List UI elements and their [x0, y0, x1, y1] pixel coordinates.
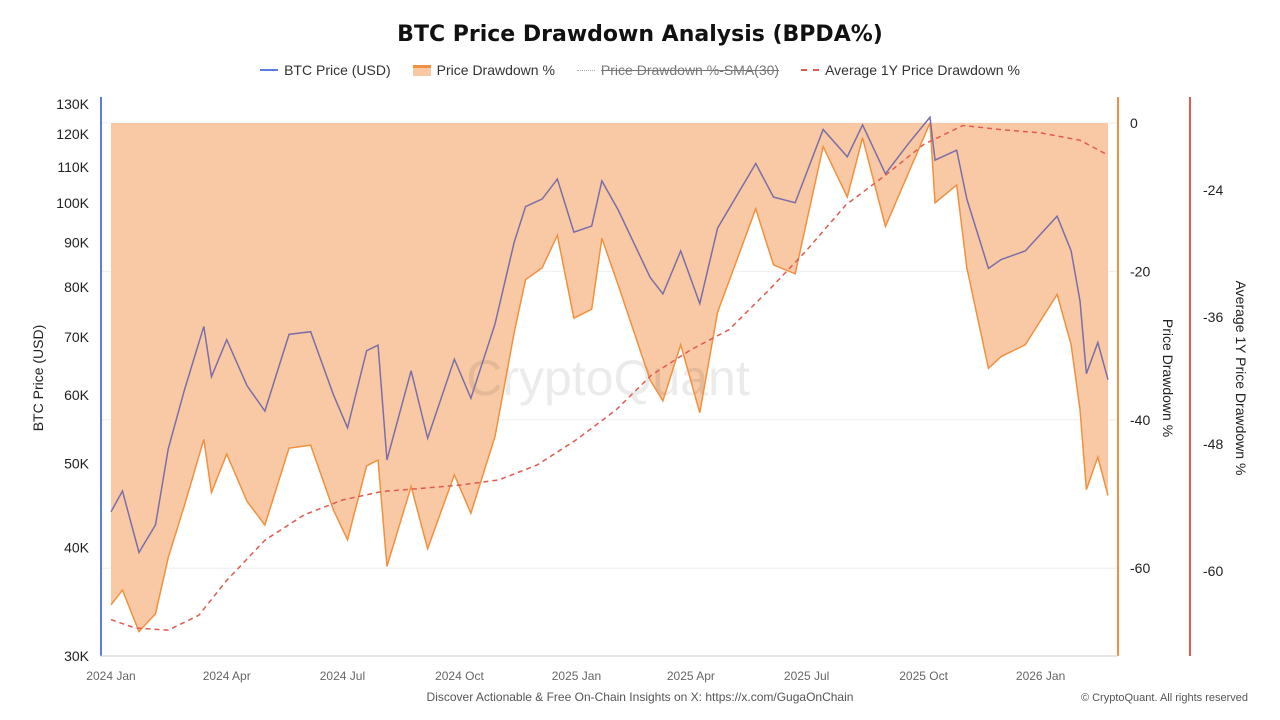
legend-label: Average 1Y Price Drawdown %	[825, 62, 1020, 78]
x-tick-label: 2025 Jan	[552, 669, 601, 683]
watermark: CryptoQuant	[466, 350, 750, 406]
y-right2-tick-label: -36	[1203, 309, 1223, 325]
chart-title: BTC Price Drawdown Analysis (BPDA%)	[397, 22, 883, 47]
y-left-tick-label: 30K	[64, 648, 90, 664]
y-right2-tick-label: -48	[1203, 436, 1223, 452]
y-right1-tick-label: -20	[1130, 263, 1150, 279]
drawdown-area	[111, 123, 1108, 632]
y-left-tick-label: 40K	[64, 540, 90, 556]
series-lines	[110, 115, 1109, 633]
x-tick-label: 2024 Jan	[86, 669, 135, 683]
grid	[100, 122, 1118, 569]
footer-link[interactable]: https://x.com/GugaOnChain	[705, 690, 854, 704]
legend-item-btc-price[interactable]: BTC Price (USD)	[260, 62, 391, 78]
y-left-tick-label: 80K	[64, 279, 90, 295]
footer: Discover Actionable & Free On-Chain Insi…	[0, 690, 1280, 704]
y-left-tick-label: 110K	[57, 159, 89, 175]
legend-label: Price Drawdown %-SMA(30)	[600, 62, 780, 78]
legend-item-drawdown-sma30[interactable]: Price Drawdown %-SMA(30)	[576, 62, 780, 78]
y-left-tick-label: 100K	[56, 195, 89, 211]
legend-label: Price Drawdown %	[436, 62, 555, 78]
legend-swatch-dotted	[576, 69, 595, 71]
legend-swatch-line	[260, 69, 279, 71]
y-right2-tick-label: -60	[1203, 563, 1223, 579]
y-right1-tick-label: 0	[1130, 115, 1138, 131]
copyright: © CryptoQuant. All rights reserved	[1080, 692, 1248, 704]
y-right1-tick-label: -60	[1130, 560, 1150, 576]
legend-item-avg-1y-drawdown[interactable]: Average 1Y Price Drawdown %	[801, 62, 1020, 78]
legend: BTC Price (USD) Price Drawdown % Price D…	[0, 62, 1280, 78]
x-tick-label: 2026 Jan	[1016, 669, 1065, 683]
y-left-tick-label: 120K	[56, 126, 89, 142]
x-tick-label: 2025 Apr	[667, 669, 715, 683]
y-left-tick-label: 50K	[64, 456, 90, 472]
legend-label: BTC Price (USD)	[284, 62, 391, 78]
x-tick-label: 2024 Jul	[320, 669, 365, 683]
drawdown-area-fill	[111, 123, 1108, 632]
y-right1-label: Price Drawdown %	[1160, 319, 1176, 437]
x-tick-label: 2025 Oct	[899, 669, 948, 683]
legend-item-price-drawdown[interactable]: Price Drawdown %	[412, 62, 555, 78]
y-left-tick-label: 90K	[64, 234, 90, 250]
y-right1-tick-label: -40	[1130, 412, 1150, 428]
footer-text: Discover Actionable & Free On-Chain Insi…	[426, 690, 706, 704]
drawdown-line	[110, 122, 1109, 633]
y-right2-label: Average 1Y Price Drawdown %	[1233, 281, 1249, 476]
legend-swatch-area	[412, 64, 431, 76]
x-tick-label: 2024 Apr	[203, 669, 251, 683]
x-tick-label: 2024 Oct	[435, 669, 484, 683]
y-right2-tick-label: -24	[1203, 182, 1223, 198]
avg-1y-drawdown-line	[110, 124, 1109, 631]
y-left-tick-label: 60K	[64, 387, 90, 403]
axes: 30K 40K 50K 60K 70K 80K 90K 100K 110K 120K 130K 0 -2…	[56, 96, 1223, 683]
y-left-label: BTC Price (USD)	[30, 325, 46, 432]
y-left-tick-label: 130K	[56, 96, 89, 112]
y-left-tick-label: 70K	[64, 329, 90, 345]
x-tick-label: 2025 Jul	[784, 669, 829, 683]
btc-price-line	[110, 115, 1109, 555]
legend-swatch-dashed	[801, 69, 820, 71]
